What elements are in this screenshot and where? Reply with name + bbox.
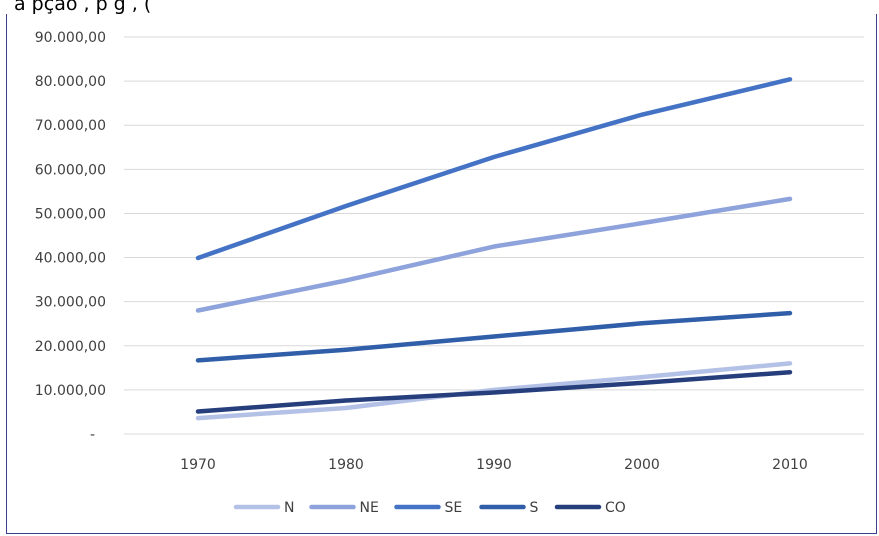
series-line-co [195, 369, 793, 414]
header-text: a pção , p g , ( [14, 0, 152, 15]
legend-label-s: S [530, 500, 539, 516]
legend-label-co: CO [605, 500, 626, 516]
legend-label-n: N [284, 500, 294, 516]
x-tick-label: 1990 [476, 457, 512, 473]
legend-label-ne: NE [360, 500, 379, 516]
y-tick-label: 70.000,00 [35, 118, 106, 134]
series-line-n [195, 361, 793, 421]
y-tick-label: 10.000,00 [35, 383, 106, 399]
y-axis-ticks: - 10.000,00 20.000,00 30.000,00 40.000,00 50.… [35, 30, 106, 443]
y-tick-label: 40.000,00 [35, 251, 106, 267]
x-axis-ticks: 1970 1980 1990 2000 2010 [180, 457, 808, 473]
x-tick-label: 1970 [180, 457, 216, 473]
series-lines [195, 77, 793, 421]
legend: N NE SE S CO [233, 500, 626, 516]
series-line-s [195, 310, 793, 363]
gridlines [124, 36, 864, 435]
legend-label-se: SE [445, 500, 463, 516]
y-tick-label: 20.000,00 [35, 339, 106, 355]
y-tick-label: 80.000,00 [35, 74, 106, 90]
y-tick-label: 90.000,00 [35, 30, 106, 46]
x-tick-label: 1980 [328, 457, 364, 473]
series-line-ne [195, 196, 793, 313]
x-tick-label: 2000 [624, 457, 660, 473]
x-tick-label: 2010 [772, 457, 808, 473]
y-tick-label: 60.000,00 [35, 162, 106, 178]
chart-frame [6, 14, 877, 534]
y-tick-label: 30.000,00 [35, 295, 106, 311]
series-line-se [195, 77, 793, 261]
y-tick-label: - [90, 427, 95, 443]
y-tick-label: 50.000,00 [35, 206, 106, 222]
